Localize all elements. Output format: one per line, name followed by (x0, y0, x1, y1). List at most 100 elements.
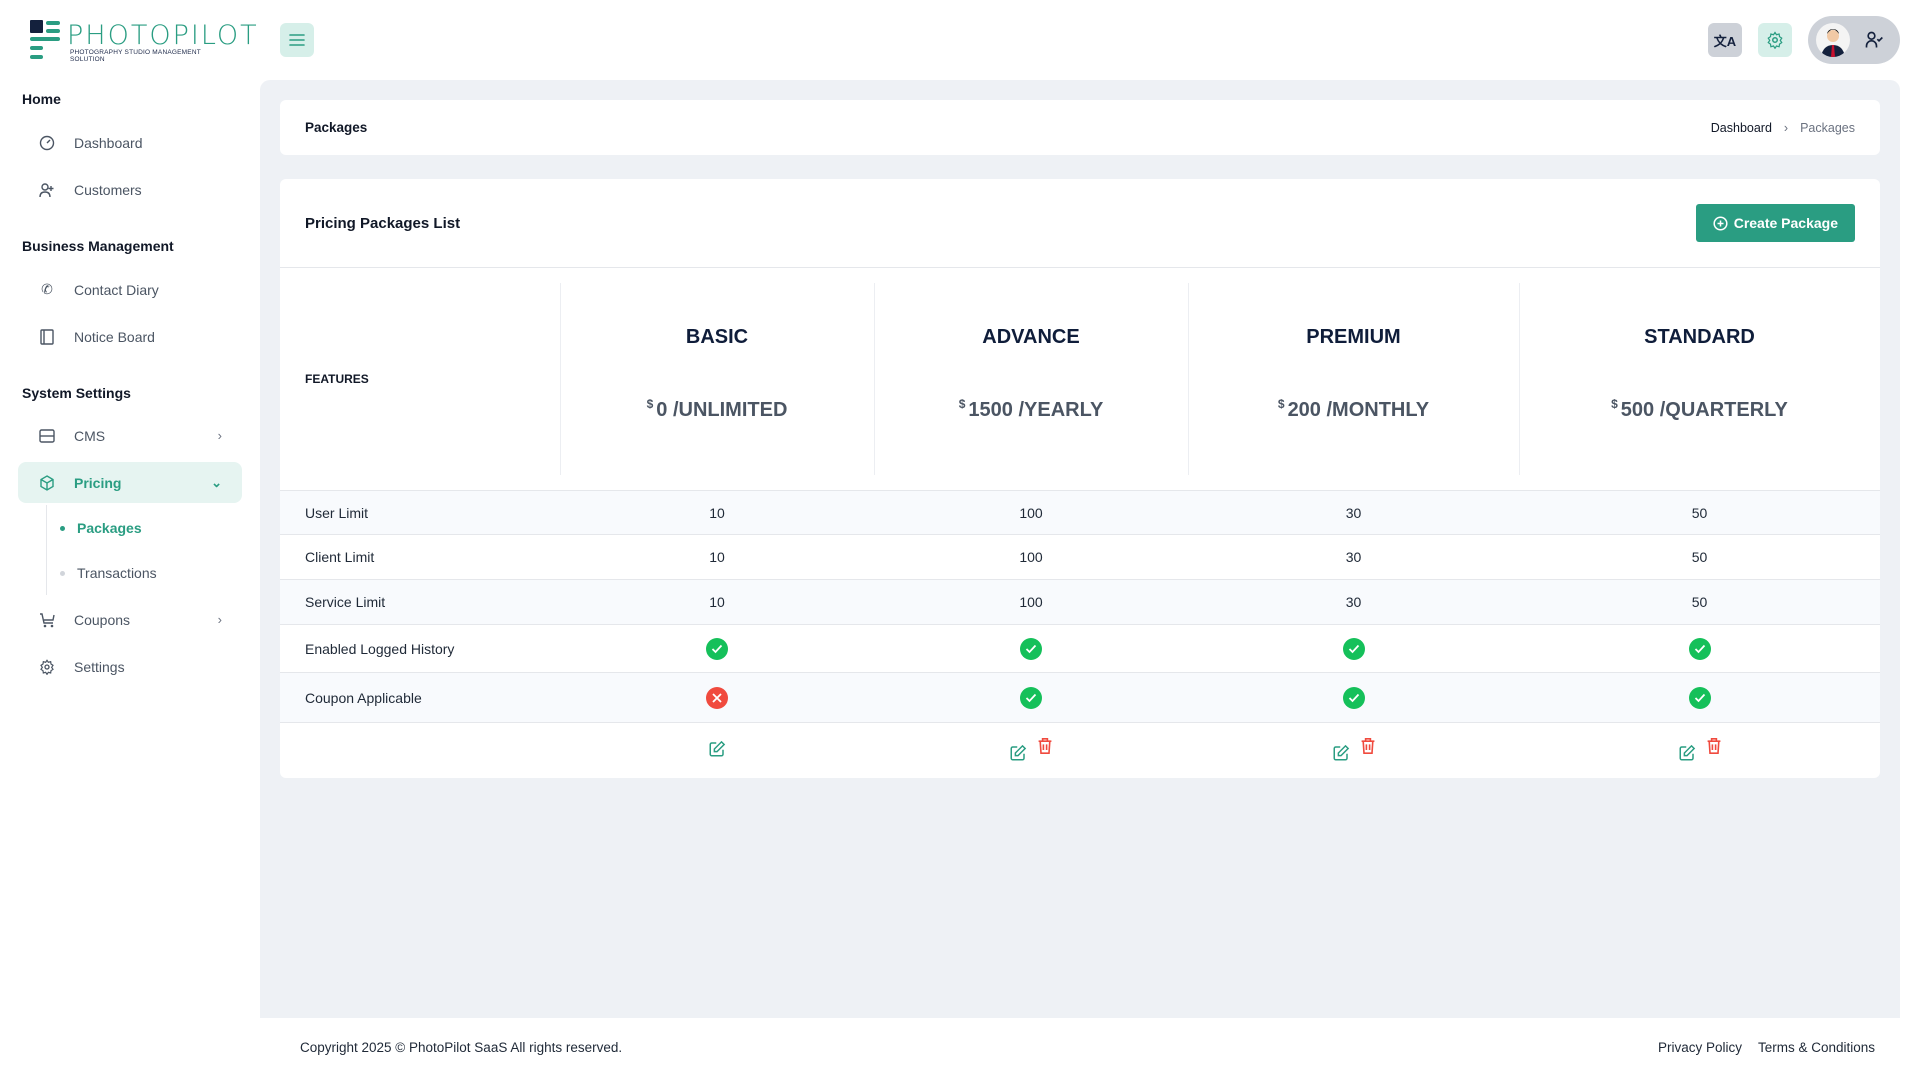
feature-value: 30 (1188, 534, 1519, 579)
plus-circle-icon (1713, 215, 1728, 231)
price-period: /UNLIMITED (672, 399, 788, 421)
currency-symbol: $ (958, 397, 966, 411)
delete-icon[interactable] (1706, 737, 1722, 758)
feature-value (1188, 672, 1519, 722)
feature-label: Client Limit (280, 534, 560, 579)
feature-value: 30 (1188, 579, 1519, 624)
card-title: Pricing Packages List (305, 214, 461, 232)
feature-value (1519, 624, 1880, 672)
notebook-icon (38, 328, 56, 346)
price-period: /MONTHLY (1326, 399, 1430, 421)
language-button[interactable]: 文A (1708, 23, 1742, 57)
packages-card: Pricing Packages List Create Package FEA… (280, 179, 1880, 778)
bullet-icon (60, 570, 65, 576)
limit-value: 50 (1691, 594, 1708, 610)
feature-value (874, 624, 1188, 672)
x-circle-icon (706, 686, 728, 709)
package-header: ADVANCE $1500 /YEARLY (874, 268, 1188, 490)
package-price: $200 /MONTHLY (1278, 397, 1429, 422)
package-actions (560, 722, 874, 777)
feature-value (874, 672, 1188, 722)
sidebar-item-customers[interactable]: Customers (18, 169, 242, 210)
features-header: FEATURES (305, 372, 369, 386)
sidebar-item-label: Customers (74, 181, 142, 198)
create-package-button[interactable]: Create Package (1695, 204, 1855, 242)
edit-icon[interactable] (708, 740, 726, 761)
logo-text: PHOTOPILOT (67, 20, 259, 51)
chevron-right-icon: › (217, 428, 222, 443)
sidebar-item-label: Settings (74, 658, 125, 675)
sidebar-item-label: CMS (74, 427, 106, 444)
sidebar-item-notice-board[interactable]: Notice Board (18, 316, 242, 357)
sidebar-item-cms[interactable]: CMS › (18, 415, 242, 456)
limit-value: 10 (709, 549, 725, 565)
limit-value: 100 (1019, 504, 1043, 521)
sidebar-item-label: Contact Diary (74, 281, 159, 298)
package-price: $0 /UNLIMITED (647, 397, 788, 422)
limit-value: 30 (1345, 594, 1362, 610)
settings-button[interactable] (1758, 23, 1792, 57)
profile-menu[interactable] (1808, 16, 1900, 64)
price-amount: 0 (656, 399, 668, 421)
phone-icon: ✆ (41, 281, 53, 297)
package-header: STANDARD $500 /QUARTERLY (1519, 268, 1880, 490)
check-circle-icon (1342, 686, 1365, 709)
feature-label: User Limit (280, 490, 560, 534)
sidebar-item-label: Pricing (74, 474, 122, 491)
feature-value: 30 (1188, 490, 1519, 534)
feature-label: Service Limit (280, 579, 560, 624)
chevron-right-icon: › (1783, 120, 1789, 135)
package-name: ADVANCE (982, 326, 1080, 348)
feature-value: 10 (560, 579, 874, 624)
breadcrumb-link-dashboard[interactable]: Dashboard (1710, 120, 1772, 135)
edit-icon[interactable] (1332, 744, 1350, 765)
sidebar-subitem-packages[interactable]: Packages (60, 520, 142, 536)
package-header: BASIC $0 /UNLIMITED (560, 268, 874, 490)
user-check-icon (1865, 31, 1883, 48)
pricing-table: FEATURES BASIC $0 /UNLIMITED ADVANCE $1500 … (280, 268, 1880, 777)
limit-value: 10 (709, 594, 725, 610)
feature-value (1188, 624, 1519, 672)
gear-icon (1767, 31, 1783, 49)
price-period: /QUARTERLY (1659, 399, 1788, 421)
sidebar-subitem-label: Packages (77, 520, 142, 536)
feature-value: 100 (874, 579, 1188, 624)
sidebar-item-coupons[interactable]: Coupons › (18, 599, 242, 640)
sidebar-subitem-transactions[interactable]: Transactions (60, 565, 157, 581)
package-name: STANDARD (1644, 326, 1755, 348)
sidebar-item-settings[interactable]: Settings (18, 646, 242, 687)
bullet-icon (60, 525, 65, 531)
logo[interactable]: PHOTOPILOT PHOTOGRAPHY STUDIO MANAGEMENT… (30, 18, 257, 63)
limit-value: 100 (1019, 549, 1043, 565)
package-header: PREMIUM $200 /MONTHLY (1188, 268, 1519, 490)
logo-tagline: PHOTOGRAPHY STUDIO MANAGEMENT SOLUTION (70, 49, 201, 63)
feature-label: Enabled Logged History (280, 624, 560, 672)
delete-icon[interactable] (1360, 737, 1376, 758)
feature-value: 50 (1519, 534, 1880, 579)
edit-icon[interactable] (1678, 744, 1696, 765)
price-period: /YEARLY (1018, 399, 1104, 421)
menu-toggle-button[interactable] (280, 23, 314, 57)
sidebar-item-label: Coupons (74, 611, 131, 628)
sidebar-item-label: Notice Board (74, 328, 155, 345)
user-plus-icon (38, 181, 56, 199)
terms-link[interactable]: Terms & Conditions (1758, 1040, 1876, 1055)
sidebar-item-contact-diary[interactable]: ✆ Contact Diary (18, 269, 242, 310)
limit-value: 50 (1691, 549, 1708, 565)
sidebar-item-dashboard[interactable]: Dashboard (18, 122, 242, 163)
breadcrumb: Dashboard › Packages (1711, 121, 1855, 135)
sidebar-item-pricing[interactable]: Pricing ⌄ (18, 462, 242, 503)
sidebar-section-business: Business Management (22, 238, 174, 254)
cart-discount-icon (38, 611, 56, 629)
breadcrumb-bar: Packages Dashboard › Packages (280, 100, 1880, 155)
currency-symbol: $ (1611, 397, 1618, 411)
privacy-policy-link[interactable]: Privacy Policy (1658, 1040, 1743, 1055)
avatar (1816, 23, 1850, 57)
feature-value (560, 624, 874, 672)
feature-value (560, 672, 874, 722)
sidebar-subitem-label: Transactions (77, 565, 157, 581)
check-circle-icon (1688, 637, 1711, 660)
delete-icon[interactable] (1037, 737, 1053, 758)
edit-icon[interactable] (1009, 744, 1027, 765)
price-amount: 500 (1620, 399, 1655, 421)
